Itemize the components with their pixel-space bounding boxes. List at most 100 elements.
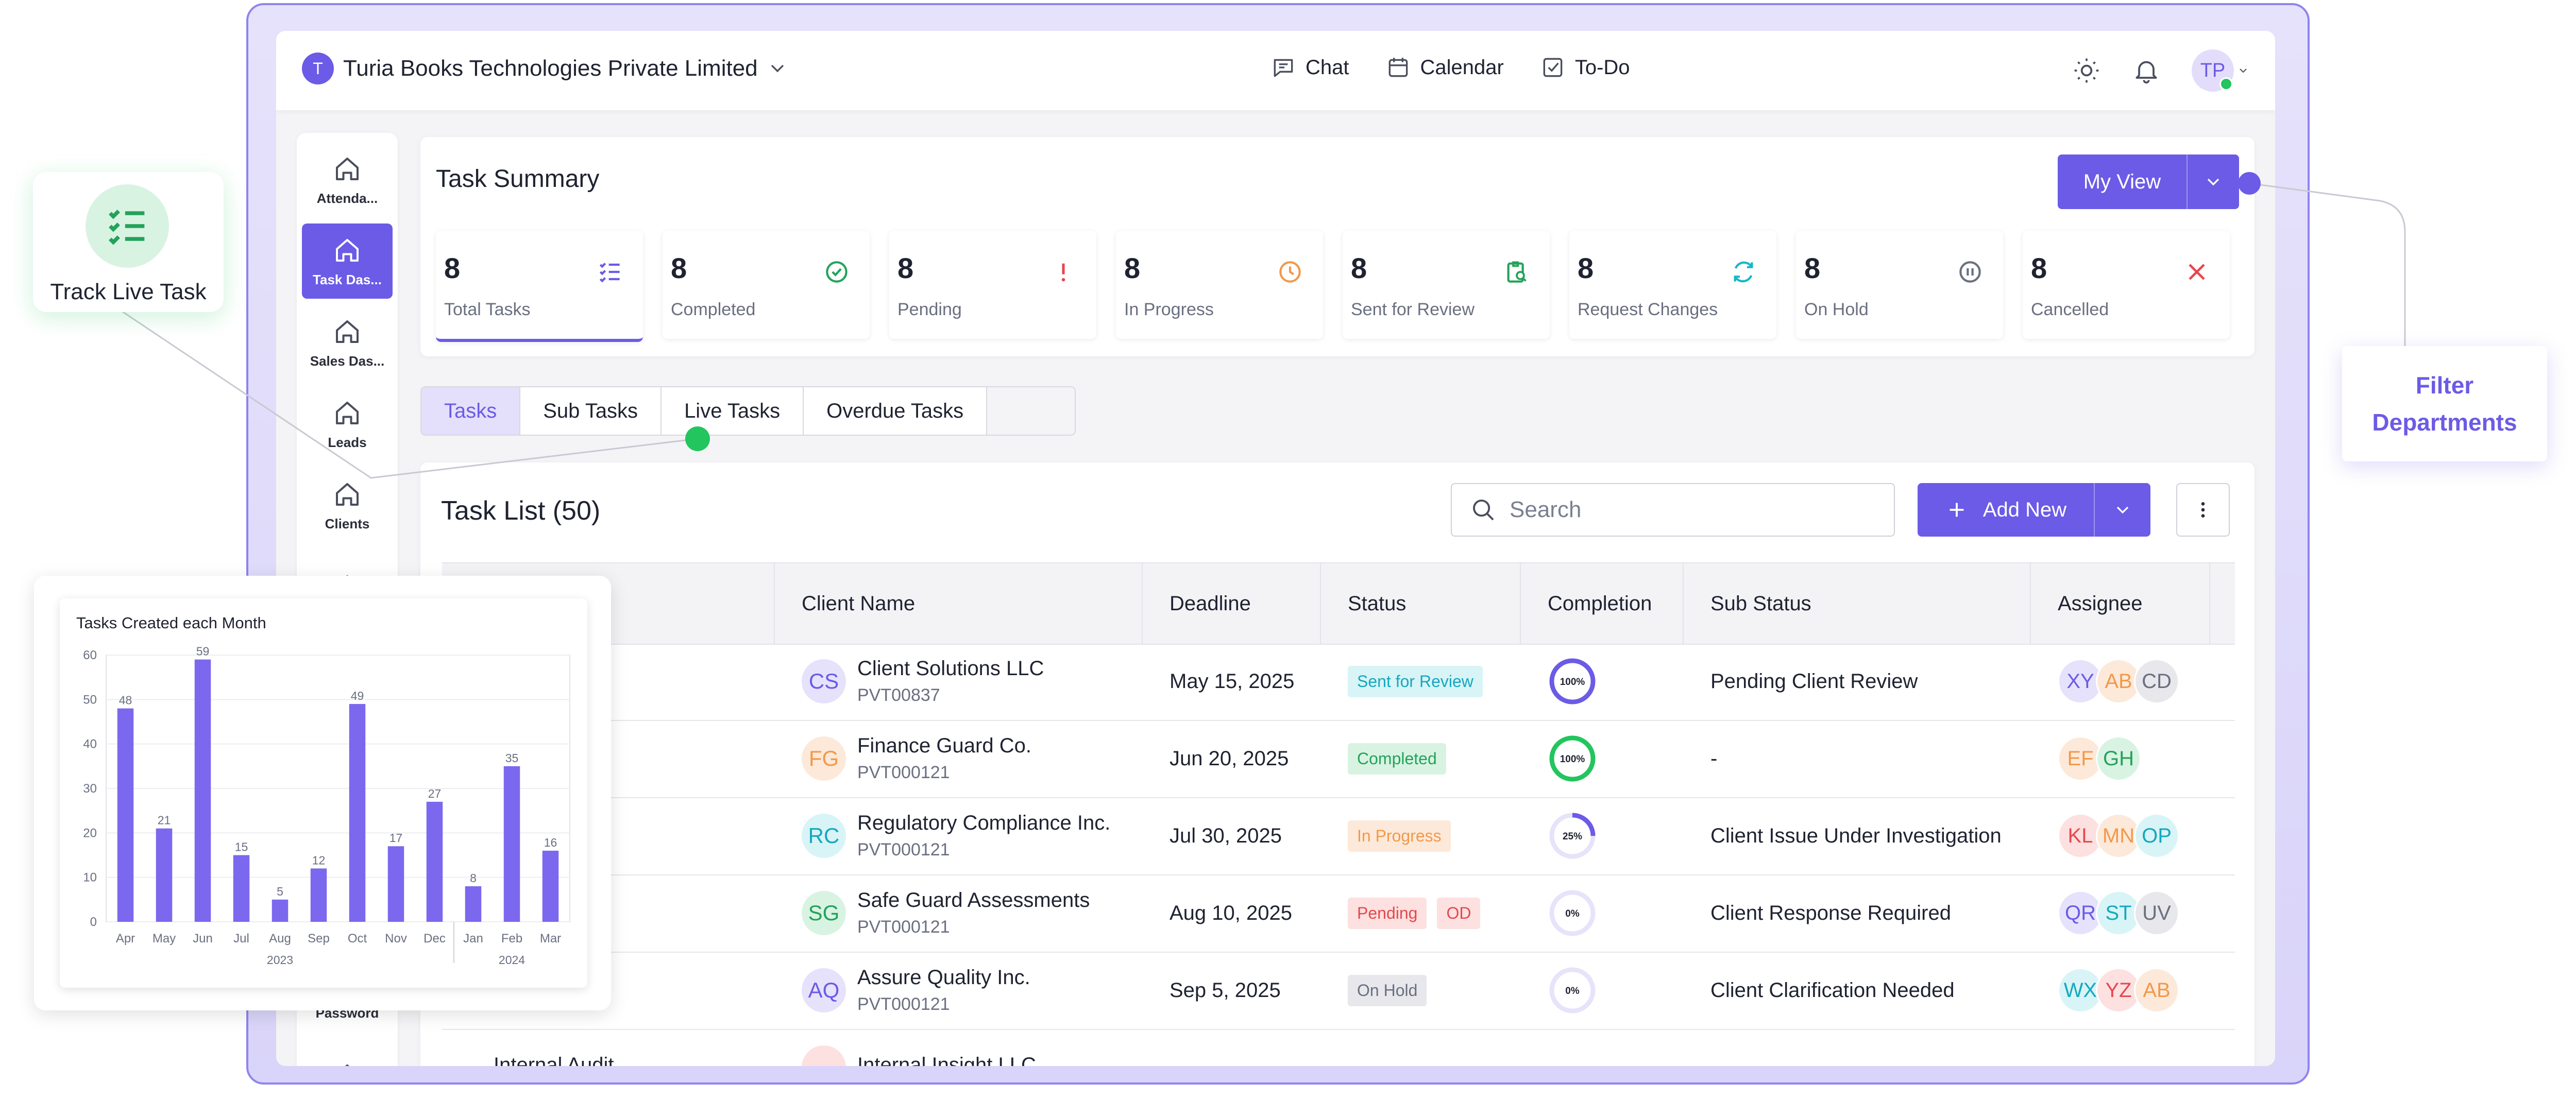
search-input[interactable] [1509,496,1871,523]
x-tick-label: May [152,932,176,946]
client-cell: RC Regulatory Compliance Inc. PVT000121 [775,797,1143,874]
sidebar-item-leads[interactable]: Leads [302,386,393,461]
my-view-dropdown[interactable] [2187,154,2239,209]
assignee-stack[interactable]: WX YZ AB [2058,968,2179,1013]
stat-in-progress[interactable]: 8 In Progress [1116,231,1323,339]
client-info: CS Client Solutions LLC PVT00837 [802,657,1044,706]
client-name[interactable]: Safe Guard Assessments [857,889,1090,912]
table-row[interactable]: ssessment00124SGSafe Guard AssessmentsPV… [442,874,2235,953]
status-cell: Sent for Review [1321,643,1521,720]
assignee-stack[interactable]: EF GH [2058,736,2141,781]
client-text: Internal Insight LLC [857,1054,1036,1067]
y-tick-label: 0 [90,915,97,929]
sidebar-item-sales-dashboard[interactable]: Sales Das... [302,305,393,380]
stat-sent-for-review[interactable]: 8 Sent for Review [1343,231,1550,339]
client-name[interactable]: Assure Quality Inc. [857,966,1030,989]
year-label: 2024 [499,953,525,967]
client-text: Safe Guard Assessments PVT000121 [857,889,1090,937]
client-id: PVT000121 [857,763,950,782]
bell-icon[interactable] [2132,56,2161,85]
table-row[interactable]: ance Check00123RCRegulatory Compliance I… [442,797,2235,875]
x-tick-label: Sep [308,932,330,946]
client-text: Assure Quality Inc. PVT000121 [857,966,1030,1015]
stat-icon-bg [812,247,861,297]
client-cell: CS Client Solutions LLC PVT00837 [775,643,1143,720]
stat-value: 8 [671,252,687,284]
task-name-cell[interactable]: Internal Audit [442,1029,775,1067]
status-cell: In Progress [1321,797,1521,874]
sidebar-item-more-2[interactable] [302,1038,393,1066]
client-text: Finance Guard Co. PVT000121 [857,734,1031,783]
add-new-main[interactable]: Add New [1918,498,2094,522]
sub-status-cell: Client Clarification Needed [1684,952,2031,1029]
col-completion[interactable]: Completion [1521,563,1684,644]
calendar-link[interactable]: Calendar [1385,55,1504,80]
add-new-button[interactable]: Add New [1918,483,2150,537]
sub-status: Client Issue Under Investigation [1710,824,2002,847]
client-name[interactable]: Internal Insight LLC [857,1053,1036,1067]
tab-sub-tasks[interactable]: Sub Tasks [520,387,662,435]
user-menu[interactable]: TP [2192,49,2249,92]
col-client-name[interactable]: Client Name [775,563,1143,644]
stat-cancelled[interactable]: 8 Cancelled [2023,231,2230,339]
sidebar-item-label: Task Das... [313,271,382,287]
client-name[interactable]: Regulatory Compliance Inc. [857,812,1111,834]
add-new-dropdown[interactable] [2094,483,2150,537]
stat-total-tasks[interactable]: 8 Total Tasks [436,231,643,342]
completion-cell [1521,1029,1684,1066]
stat-on-hold[interactable]: 8 On Hold [1796,231,2003,339]
completion-ring: 100% [1549,735,1596,782]
more-options-button[interactable] [2176,483,2230,537]
avatar: TP [2192,49,2234,92]
calendar-label: Calendar [1420,56,1504,79]
assignee-stack[interactable]: KL MN OP [2058,813,2179,858]
col-status[interactable]: Status [1321,563,1521,644]
col-sub-status[interactable]: Sub Status [1684,563,2031,644]
sidebar-item-task-dashboard[interactable]: Task Das... [302,224,393,299]
client-name[interactable]: Finance Guard Co. [857,734,1031,757]
stat-value: 8 [897,252,914,284]
bar-apr [117,708,134,922]
y-tick-label: 50 [83,693,97,707]
stat-icon-bg [2172,247,2222,297]
avatar: YZ [2096,968,2141,1013]
data-label: 15 [235,840,248,854]
org-switcher[interactable]: T Turia Books Technologies Private Limit… [302,53,788,84]
task-list-title: Task List (50) [441,496,601,526]
completion-label: 0% [1565,986,1580,996]
data-label: 12 [312,853,326,867]
col-assignee[interactable]: Assignee [2031,563,2210,644]
stat-pending[interactable]: 8 Pending [889,231,1096,339]
completion-label: 0% [1565,908,1580,919]
chat-link[interactable]: Chat [1270,55,1349,80]
table-row[interactable]: al Review00122FGFinance Guard Co.PVT0001… [442,720,2235,798]
stat-completed[interactable]: 8 Completed [663,231,870,339]
sub-status-cell: - [1684,720,2031,797]
sub-status-cell: Client Issue Under Investigation [1684,797,2031,874]
assignee-stack[interactable]: XY AB CD [2058,659,2179,704]
todo-link[interactable]: To-Do [1540,55,1630,80]
tab-tasks[interactable]: Tasks [421,387,521,435]
sidebar-item-clients[interactable]: Clients [302,468,393,543]
table-row[interactable]: Assurance#TSK000125AQAssure Quality Inc.… [442,952,2235,1030]
assignee-cell: QR ST UV [2031,874,2210,952]
sun-icon[interactable] [2072,56,2101,85]
task-name[interactable]: Internal Audit [494,1053,614,1067]
tab-overdue-tasks[interactable]: Overdue Tasks [804,387,988,435]
sidebar-item-attendance[interactable]: Attenda... [302,142,393,217]
assignee-stack[interactable]: QR ST UV [2058,890,2179,936]
completion-cell: 0% [1521,952,1684,1029]
bar-feb [503,766,520,922]
stat-label: On Hold [1804,300,1869,319]
table-row[interactable]: Internal Audit Internal Insight LLC [442,1029,2235,1066]
deadline: Sep 5, 2025 [1170,978,1281,1002]
table-row[interactable]: Preparation00121CSClient Solutions LLCPV… [442,643,2235,721]
status-badge: In Progress [1348,820,1451,852]
deadline-cell [1143,1029,1321,1066]
client-name[interactable]: Client Solutions LLC [857,657,1044,680]
my-view-button[interactable]: My View [2058,154,2239,209]
tab-live-tasks[interactable]: Live Tasks [662,387,804,435]
stat-request-changes[interactable]: 8 Request Changes [1569,231,1776,339]
col-deadline[interactable]: Deadline [1143,563,1321,644]
client-info: RC Regulatory Compliance Inc. PVT000121 [802,812,1110,860]
